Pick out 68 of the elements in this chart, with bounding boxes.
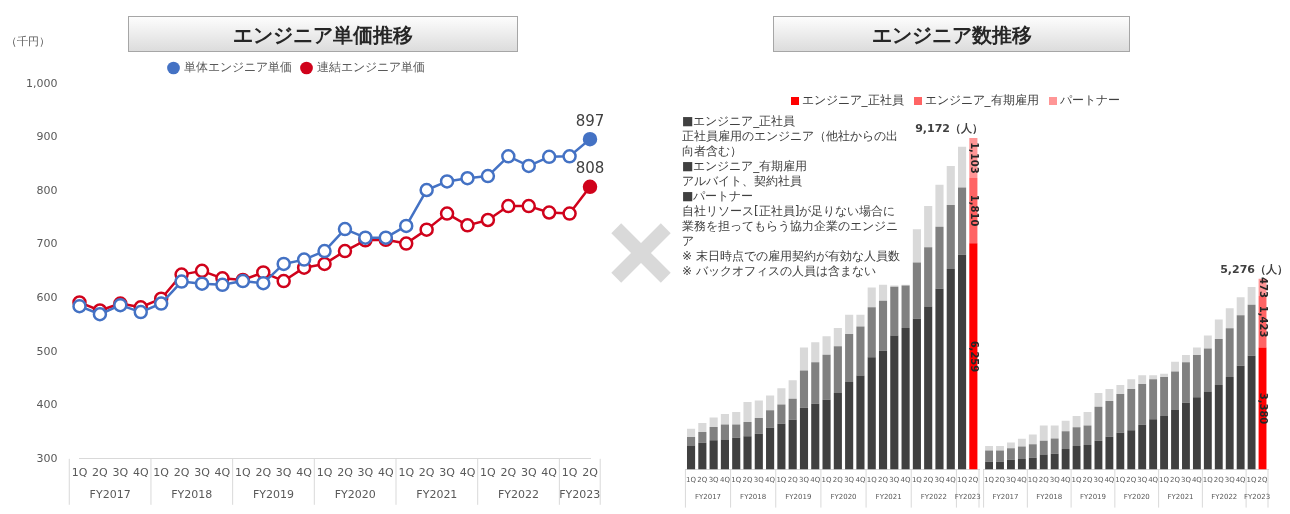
x-tick-label: 1Q	[316, 466, 333, 480]
x-tick-label: 4Q	[132, 466, 149, 480]
x-tick-label: 4Q	[214, 466, 231, 480]
text: FY2023	[559, 487, 601, 501]
y-tick-label: 800	[36, 183, 58, 197]
x-tick-label: 1Q	[398, 466, 415, 480]
text: FY2022	[498, 487, 540, 501]
chart-title: エンジニア数推移	[773, 16, 1130, 52]
y-axis-title: （千円）	[6, 34, 50, 48]
y-tick-label: 700	[36, 237, 58, 251]
x-tick-label: 1Q	[153, 466, 170, 480]
chart-title: エンジニア単価推移	[128, 16, 518, 52]
data-label: 1,423	[1257, 305, 1269, 338]
y-tick-label: 900	[36, 130, 58, 144]
y-tick-label: 300	[36, 451, 58, 465]
x-tick-label: 4Q	[377, 466, 394, 480]
text: FY2019	[252, 487, 295, 501]
x-tick-label: 2Q	[418, 466, 435, 480]
x-tick-label: 3Q	[357, 466, 374, 480]
x-tick-label: 2Q	[500, 466, 517, 480]
data-label: 1,103	[968, 142, 980, 174]
x-tick-label: 1Q	[71, 466, 88, 480]
data-label: 808	[575, 159, 605, 178]
data-label: 6,259	[968, 340, 980, 373]
annotation: ■パートナー	[682, 189, 755, 204]
x-tick-label: 2Q	[337, 466, 354, 480]
annotation: アルバイト、契約社員	[682, 174, 803, 189]
data-label: 3,380	[1257, 392, 1269, 425]
x-tick-label: 4Q	[541, 466, 558, 480]
x-tick-label: 2Q	[173, 466, 190, 480]
data-label: 473	[1257, 276, 1269, 298]
legend-label: エンジニア_有期雇用	[924, 92, 1039, 109]
x-tick-label: 1Q	[561, 466, 578, 480]
y-tick-label: 400	[36, 398, 58, 412]
text: FY2018	[171, 487, 213, 501]
annotation: ※ 末日時点での雇用契約が有効な人員数	[682, 249, 900, 264]
x-tick-label: 2Q	[92, 466, 109, 480]
y-tick-label: 1,000	[25, 76, 58, 90]
text: FY2020	[334, 487, 376, 501]
y-tick-label: 600	[36, 291, 58, 305]
legend-label: エンジニア_正社員	[801, 92, 904, 109]
x-tick-label: 3Q	[194, 466, 211, 480]
annotation: ■エンジニア_有期雇用	[682, 159, 809, 174]
legend-label: パートナー	[1059, 92, 1120, 109]
text: FY2017	[89, 487, 131, 501]
x-tick-label: 4Q	[459, 466, 476, 480]
x-tick-label: 1Q	[235, 466, 252, 480]
x-tick-label: 2Q	[582, 466, 599, 480]
annotation: ※ バックオフィスの人員は含まない	[682, 264, 877, 279]
data-label: 1,810	[968, 194, 980, 227]
text: FY2021	[416, 487, 458, 501]
total-label: 9,172（人）	[915, 122, 983, 136]
x-tick-label: 3Q	[520, 466, 537, 480]
x-tick-label: 3Q	[275, 466, 292, 480]
legend-label: 連結エンジニア単価	[317, 60, 425, 75]
data-label: 897	[575, 111, 605, 130]
x-tick-label: 3Q	[439, 466, 456, 480]
x-tick-label: 4Q	[296, 466, 313, 480]
y-tick-label: 500	[36, 344, 58, 358]
annotation: 業務を担ってもらう協力企業のエンジニア	[682, 219, 899, 249]
x-tick-label: 3Q	[112, 466, 129, 480]
x-tick-label: 2Q	[255, 466, 272, 480]
legend-label: 単体エンジニア単価	[184, 60, 292, 75]
text: ■エンジニア_正社員	[682, 114, 797, 129]
annotation: 正社員雇用のエンジニア（他社からの出向者含む）	[682, 129, 899, 159]
annotation: 自社リソース[正社員]が足りない場合に	[682, 204, 897, 219]
x-tick-label: 1Q	[480, 466, 497, 480]
total-label: 5,276（人）	[1220, 263, 1288, 277]
